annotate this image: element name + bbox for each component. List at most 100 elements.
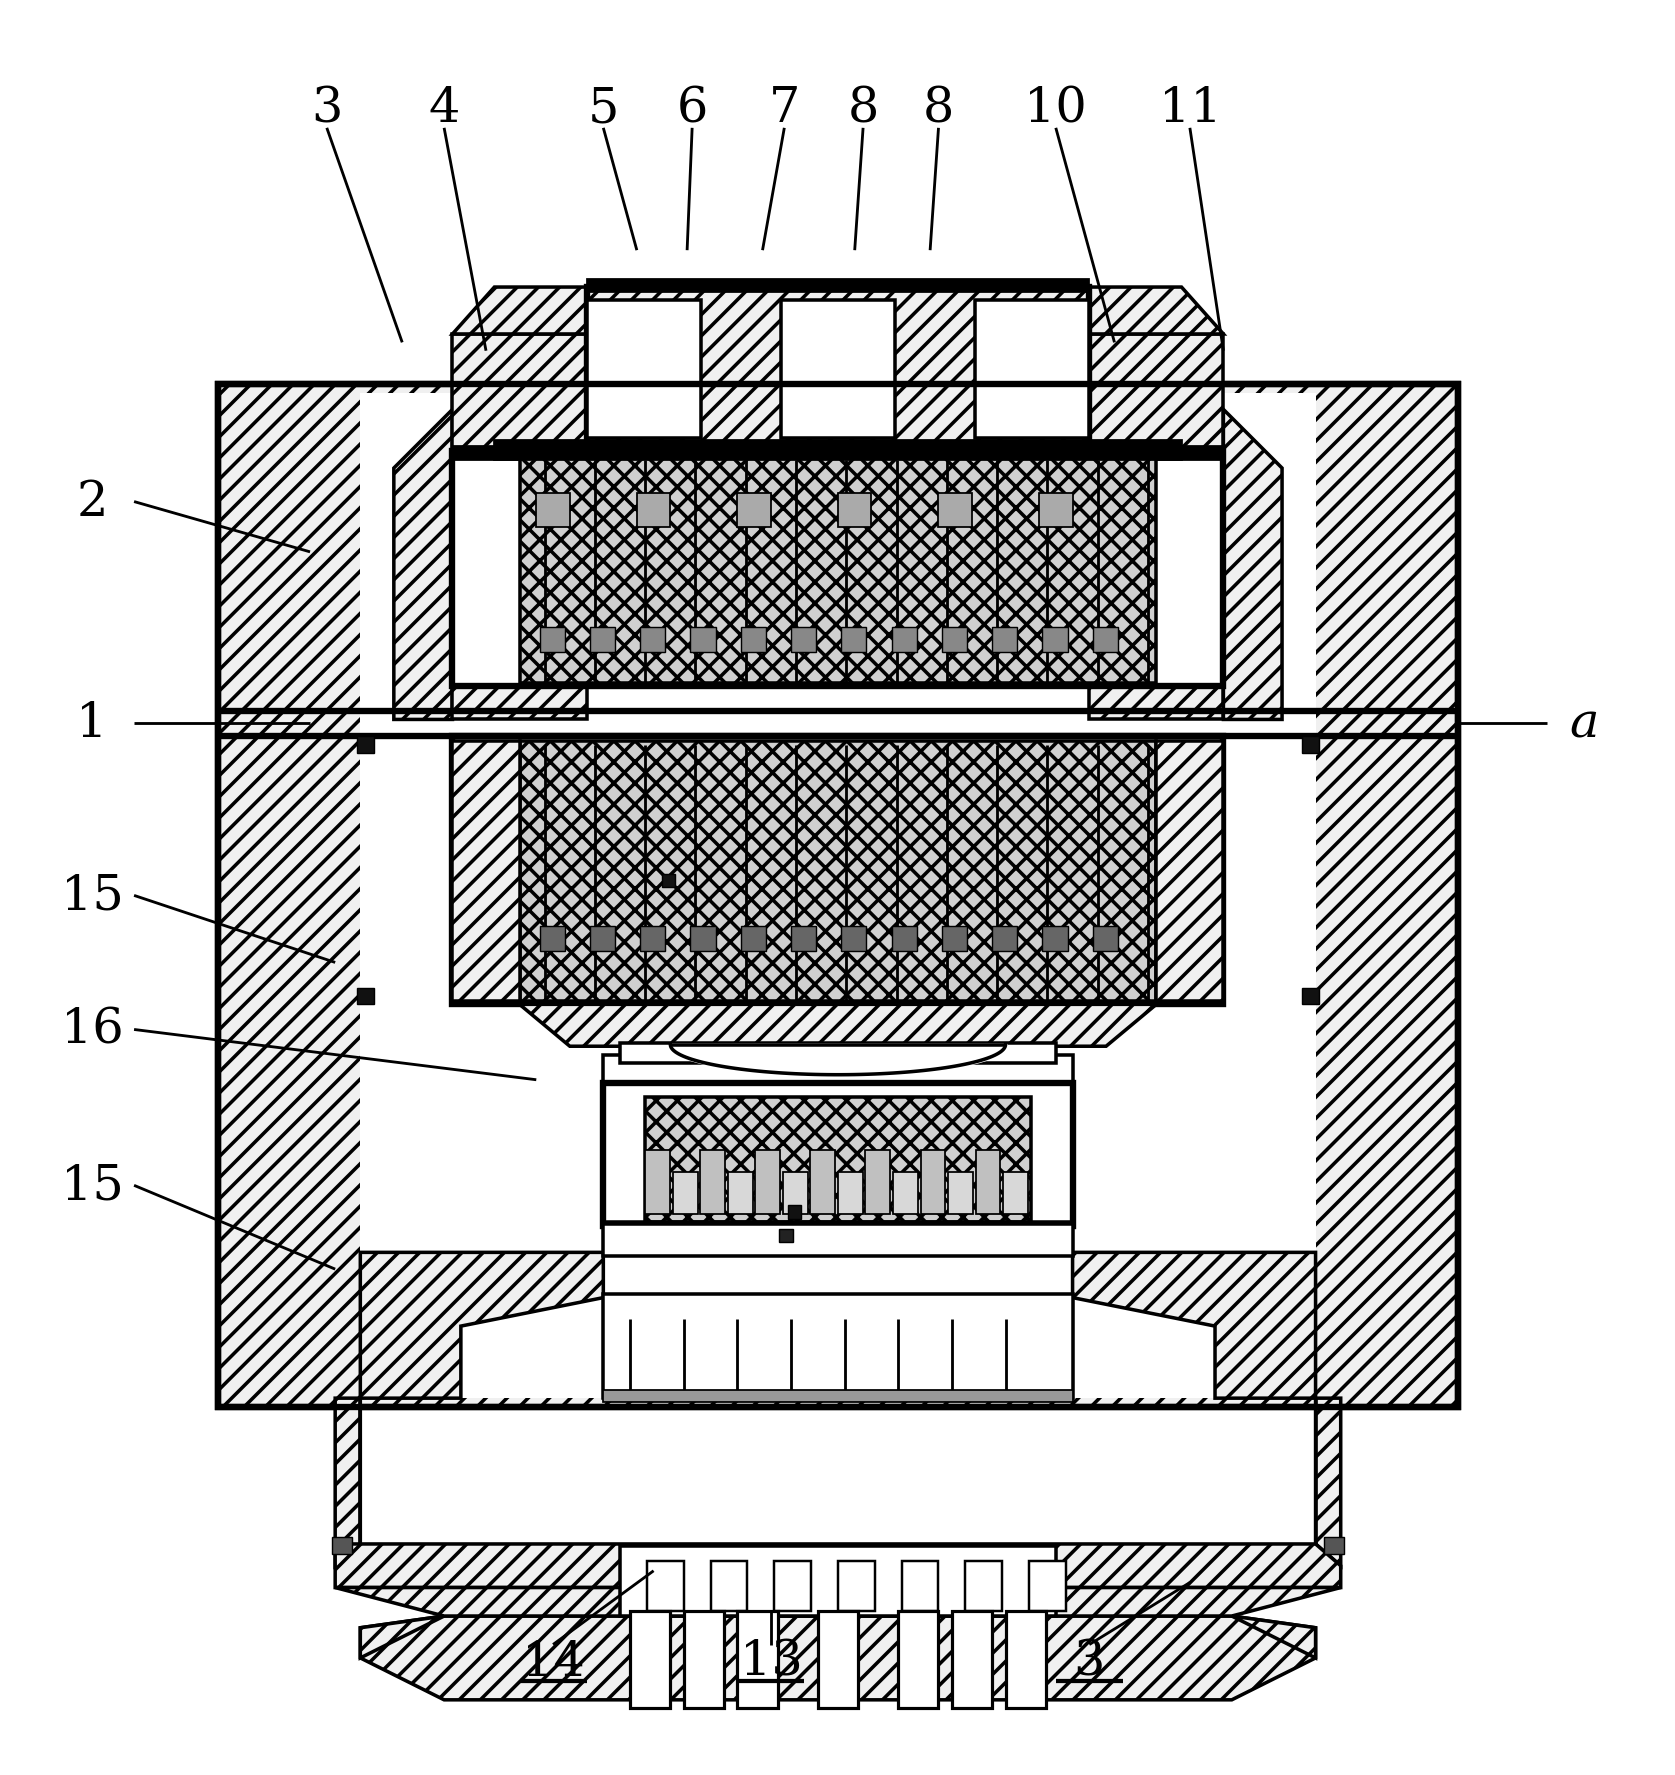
Bar [452, 737, 1223, 1005]
Bar [603, 1054, 1072, 1085]
Bar [737, 1612, 777, 1708]
Bar [740, 628, 765, 653]
Bar [838, 493, 871, 527]
Bar [779, 1230, 792, 1242]
Text: 2: 2 [77, 479, 107, 525]
Text: 1: 1 [77, 699, 107, 747]
Text: 15: 15 [60, 1163, 124, 1209]
Bar [787, 1205, 801, 1219]
Polygon shape [335, 1587, 1340, 1615]
Polygon shape [1231, 1615, 1315, 1658]
Bar [647, 1560, 683, 1612]
Bar [452, 447, 1223, 460]
Bar [645, 1097, 1030, 1223]
Bar [841, 628, 866, 653]
Bar [1092, 927, 1117, 951]
Bar [539, 628, 564, 653]
Text: 3: 3 [312, 85, 342, 131]
Bar [774, 1560, 811, 1612]
Bar [218, 385, 1457, 1408]
Bar [672, 1172, 697, 1214]
Bar [360, 394, 1315, 1399]
Bar [603, 1294, 1072, 1399]
Polygon shape [1072, 1253, 1315, 1399]
Text: 10: 10 [1023, 85, 1087, 131]
Bar [603, 1225, 1072, 1257]
Polygon shape [452, 288, 586, 335]
Bar [951, 1612, 992, 1708]
Text: 7: 7 [769, 85, 799, 131]
Bar [938, 493, 972, 527]
Bar [603, 1083, 1072, 1227]
Bar [586, 279, 1089, 293]
Bar [791, 628, 816, 653]
Bar [838, 1560, 874, 1612]
Bar [590, 927, 615, 951]
Bar [357, 989, 374, 1005]
Bar [992, 927, 1017, 951]
Bar [452, 742, 519, 1001]
Bar [740, 927, 765, 951]
Polygon shape [1089, 335, 1223, 721]
Polygon shape [360, 1615, 444, 1658]
Bar [893, 1172, 918, 1214]
Text: 8: 8 [848, 85, 878, 131]
Bar [536, 493, 570, 527]
Polygon shape [335, 1544, 1340, 1587]
Bar [590, 628, 615, 653]
Bar [586, 288, 1089, 453]
Bar [1003, 1172, 1027, 1214]
Bar [519, 742, 1156, 1001]
Text: 5: 5 [588, 85, 618, 131]
Bar [1038, 493, 1072, 527]
Bar [690, 628, 715, 653]
Bar [620, 1546, 1055, 1615]
Bar [1301, 737, 1318, 754]
Bar [920, 1150, 945, 1214]
Polygon shape [1315, 1399, 1340, 1566]
Bar [782, 1172, 807, 1214]
Bar [901, 1560, 938, 1612]
Bar [519, 456, 1156, 683]
Polygon shape [452, 335, 586, 721]
Bar [586, 302, 700, 438]
Bar [975, 1150, 1000, 1214]
Text: 3: 3 [1074, 1638, 1104, 1684]
Bar [965, 1560, 1002, 1612]
Bar [710, 1560, 747, 1612]
Text: 11: 11 [1157, 85, 1221, 131]
Bar [891, 927, 916, 951]
Bar [948, 1172, 972, 1214]
Bar [841, 927, 866, 951]
Bar [640, 628, 665, 653]
Text: 4: 4 [429, 85, 459, 131]
Bar [630, 1612, 670, 1708]
Polygon shape [1223, 410, 1281, 721]
Bar [683, 1612, 724, 1708]
Bar [662, 873, 675, 888]
Polygon shape [1089, 288, 1223, 335]
Bar [603, 1390, 1072, 1402]
Text: 8: 8 [923, 85, 953, 131]
Bar [1028, 1560, 1065, 1612]
Bar [452, 453, 1223, 687]
Bar [700, 1150, 725, 1214]
Bar [817, 1612, 858, 1708]
Bar [941, 628, 966, 653]
Bar [1092, 628, 1117, 653]
Bar [1005, 1612, 1045, 1708]
Bar [357, 737, 374, 754]
Polygon shape [360, 1253, 603, 1399]
Polygon shape [394, 410, 452, 721]
Bar [864, 1150, 889, 1214]
Bar [640, 927, 665, 951]
Bar [1156, 742, 1223, 1001]
Bar [941, 927, 966, 951]
Bar [690, 927, 715, 951]
Bar [645, 1150, 670, 1214]
Bar [332, 1537, 352, 1555]
Text: 6: 6 [677, 85, 707, 131]
Text: 14: 14 [521, 1638, 585, 1684]
Bar [636, 493, 670, 527]
Bar [218, 385, 1457, 1408]
